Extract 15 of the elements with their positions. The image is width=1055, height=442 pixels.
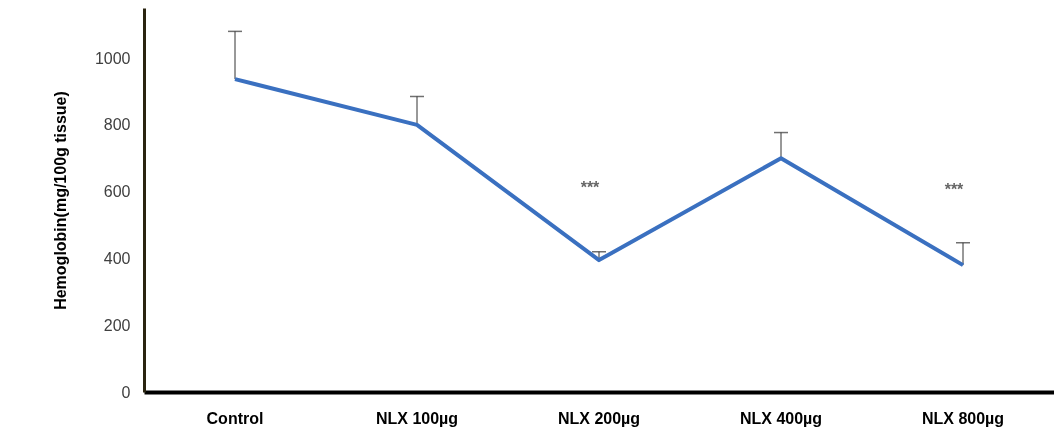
y-tick-label: 800 [103,116,131,134]
y-tick-label: 0 [121,383,131,401]
annotation: *** [580,179,601,196]
y-tick-label: 1000 [94,49,131,67]
x-tick-label: NLX 100µg [375,409,459,427]
y-tick-label: 200 [103,316,131,334]
x-tick-label: NLX 800µg [921,409,1005,427]
line-series [233,77,965,268]
y-axis-title: Hemoglobin(mg/100g tissue) [51,91,69,310]
x-tick-label: NLX 200µg [557,409,641,427]
y-tick-label: 600 [103,183,131,201]
x-tick-label: NLX 400µg [739,409,823,427]
annotation: *** [944,181,965,198]
x-tick-label: Control [206,409,264,427]
y-tick-label: 400 [103,249,131,267]
